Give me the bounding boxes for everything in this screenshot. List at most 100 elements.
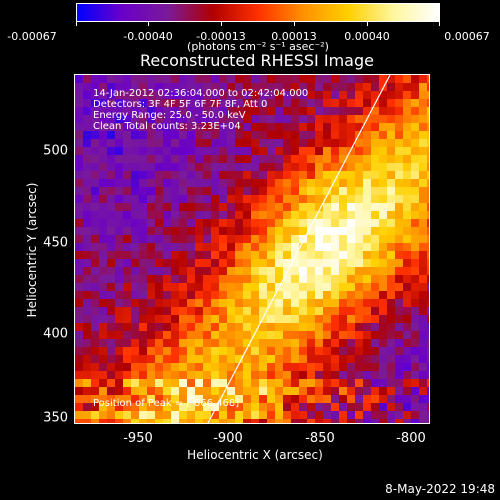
heatmap-pixel	[331, 395, 339, 403]
heatmap-pixel	[395, 299, 403, 307]
heatmap-pixel	[387, 355, 395, 363]
heatmap-pixel	[275, 75, 283, 83]
heatmap-pixel	[91, 323, 99, 331]
heatmap-pixel	[427, 299, 429, 307]
heatmap-pixel	[107, 299, 115, 307]
heatmap-pixel	[387, 99, 395, 107]
heatmap-pixel	[147, 107, 155, 115]
heatmap-pixel	[259, 99, 267, 107]
heatmap-pixel	[379, 83, 387, 91]
heatmap-pixel	[211, 147, 219, 155]
heatmap-pixel	[131, 83, 139, 91]
heatmap-pixel	[203, 315, 211, 323]
heatmap-pixel	[291, 83, 299, 91]
heatmap-pixel	[291, 251, 299, 259]
heatmap-pixel	[91, 235, 99, 243]
heatmap-pixel	[379, 307, 387, 315]
heatmap-pixel	[419, 203, 427, 211]
heatmap-pixel	[347, 203, 355, 211]
heatmap-pixel	[267, 379, 275, 387]
heatmap-pixel	[115, 163, 123, 171]
heatmap-pixel	[259, 243, 267, 251]
heatmap-pixel	[275, 275, 283, 283]
heatmap-pixel	[307, 331, 315, 339]
heatmap-pixel	[387, 107, 395, 115]
heatmap-pixel	[187, 203, 195, 211]
heatmap-pixel	[155, 163, 163, 171]
heatmap-pixel	[99, 155, 107, 163]
heatmap-pixel	[139, 371, 147, 379]
heatmap-pixel	[147, 187, 155, 195]
heatmap-pixel	[115, 123, 123, 131]
heatmap-pixel	[251, 267, 259, 275]
heatmap-pixel	[379, 299, 387, 307]
heatmap-pixel	[163, 251, 171, 259]
heatmap-pixel	[235, 315, 243, 323]
heatmap-pixel	[379, 363, 387, 371]
heatmap-pixel	[147, 131, 155, 139]
heatmap-pixel	[347, 107, 355, 115]
heatmap-pixel	[203, 291, 211, 299]
heatmap-pixel	[371, 115, 379, 123]
heatmap-pixel	[339, 283, 347, 291]
heatmap-pixel	[347, 275, 355, 283]
heatmap-pixel	[291, 331, 299, 339]
heatmap-pixel	[107, 267, 115, 275]
heatmap-pixel	[419, 307, 427, 315]
heatmap-pixel	[371, 227, 379, 235]
heatmap-pixel	[395, 339, 403, 347]
heatmap-pixel	[259, 419, 267, 423]
heatmap-pixel	[371, 355, 379, 363]
heatmap-pixel	[291, 387, 299, 395]
heatmap-pixel	[163, 403, 171, 411]
heatmap-pixel	[371, 147, 379, 155]
heatmap-pixel	[123, 347, 131, 355]
heatmap-pixel	[395, 187, 403, 195]
heatmap-pixel	[371, 139, 379, 147]
heatmap-pixel	[131, 331, 139, 339]
heatmap-pixel	[139, 107, 147, 115]
heatmap-pixel	[419, 339, 427, 347]
heatmap-pixel	[307, 323, 315, 331]
heatmap-pixel	[291, 107, 299, 115]
heatmap-pixel	[211, 307, 219, 315]
heatmap-pixel	[235, 251, 243, 259]
heatmap-pixel	[203, 227, 211, 235]
heatmap-pixel	[195, 355, 203, 363]
heatmap-pixel	[227, 291, 235, 299]
heatmap-pixel	[235, 83, 243, 91]
heatmap-pixel	[171, 267, 179, 275]
heatmap-pixel	[211, 139, 219, 147]
heatmap-pixel	[195, 395, 203, 403]
heatmap-pixel	[259, 379, 267, 387]
heatmap-pixel	[331, 403, 339, 411]
heatmap-pixel	[259, 115, 267, 123]
heatmap-pixel	[347, 291, 355, 299]
heatmap-pixel	[99, 403, 107, 411]
heatmap-pixel	[323, 187, 331, 195]
heatmap-pixel	[195, 155, 203, 163]
heatmap-pixel	[403, 315, 411, 323]
heatmap-pixel	[411, 259, 419, 267]
heatmap-pixel	[219, 291, 227, 299]
heatmap-pixel	[267, 355, 275, 363]
heatmap-pixel	[291, 307, 299, 315]
heatmap-pixel	[131, 315, 139, 323]
heatmap-pixel	[91, 267, 99, 275]
heatmap-pixel	[219, 283, 227, 291]
heatmap-pixel	[115, 83, 123, 91]
heatmap-pixel	[283, 83, 291, 91]
heatmap-pixel	[251, 419, 259, 423]
heatmap-pixel	[91, 115, 99, 123]
heatmap-pixel	[91, 91, 99, 99]
heatmap-pixel	[131, 115, 139, 123]
heatmap-pixel	[99, 259, 107, 267]
heatmap-pixel	[179, 107, 187, 115]
heatmap-pixel	[299, 339, 307, 347]
heatmap-pixel	[155, 179, 163, 187]
heatmap-pixel	[179, 395, 187, 403]
heatmap-pixel	[323, 83, 331, 91]
heatmap-pixel	[403, 235, 411, 243]
heatmap-pixel	[347, 283, 355, 291]
info-time-range: 14-Jan-2012 02:36:04.000 to 02:42:04.000	[93, 88, 309, 99]
